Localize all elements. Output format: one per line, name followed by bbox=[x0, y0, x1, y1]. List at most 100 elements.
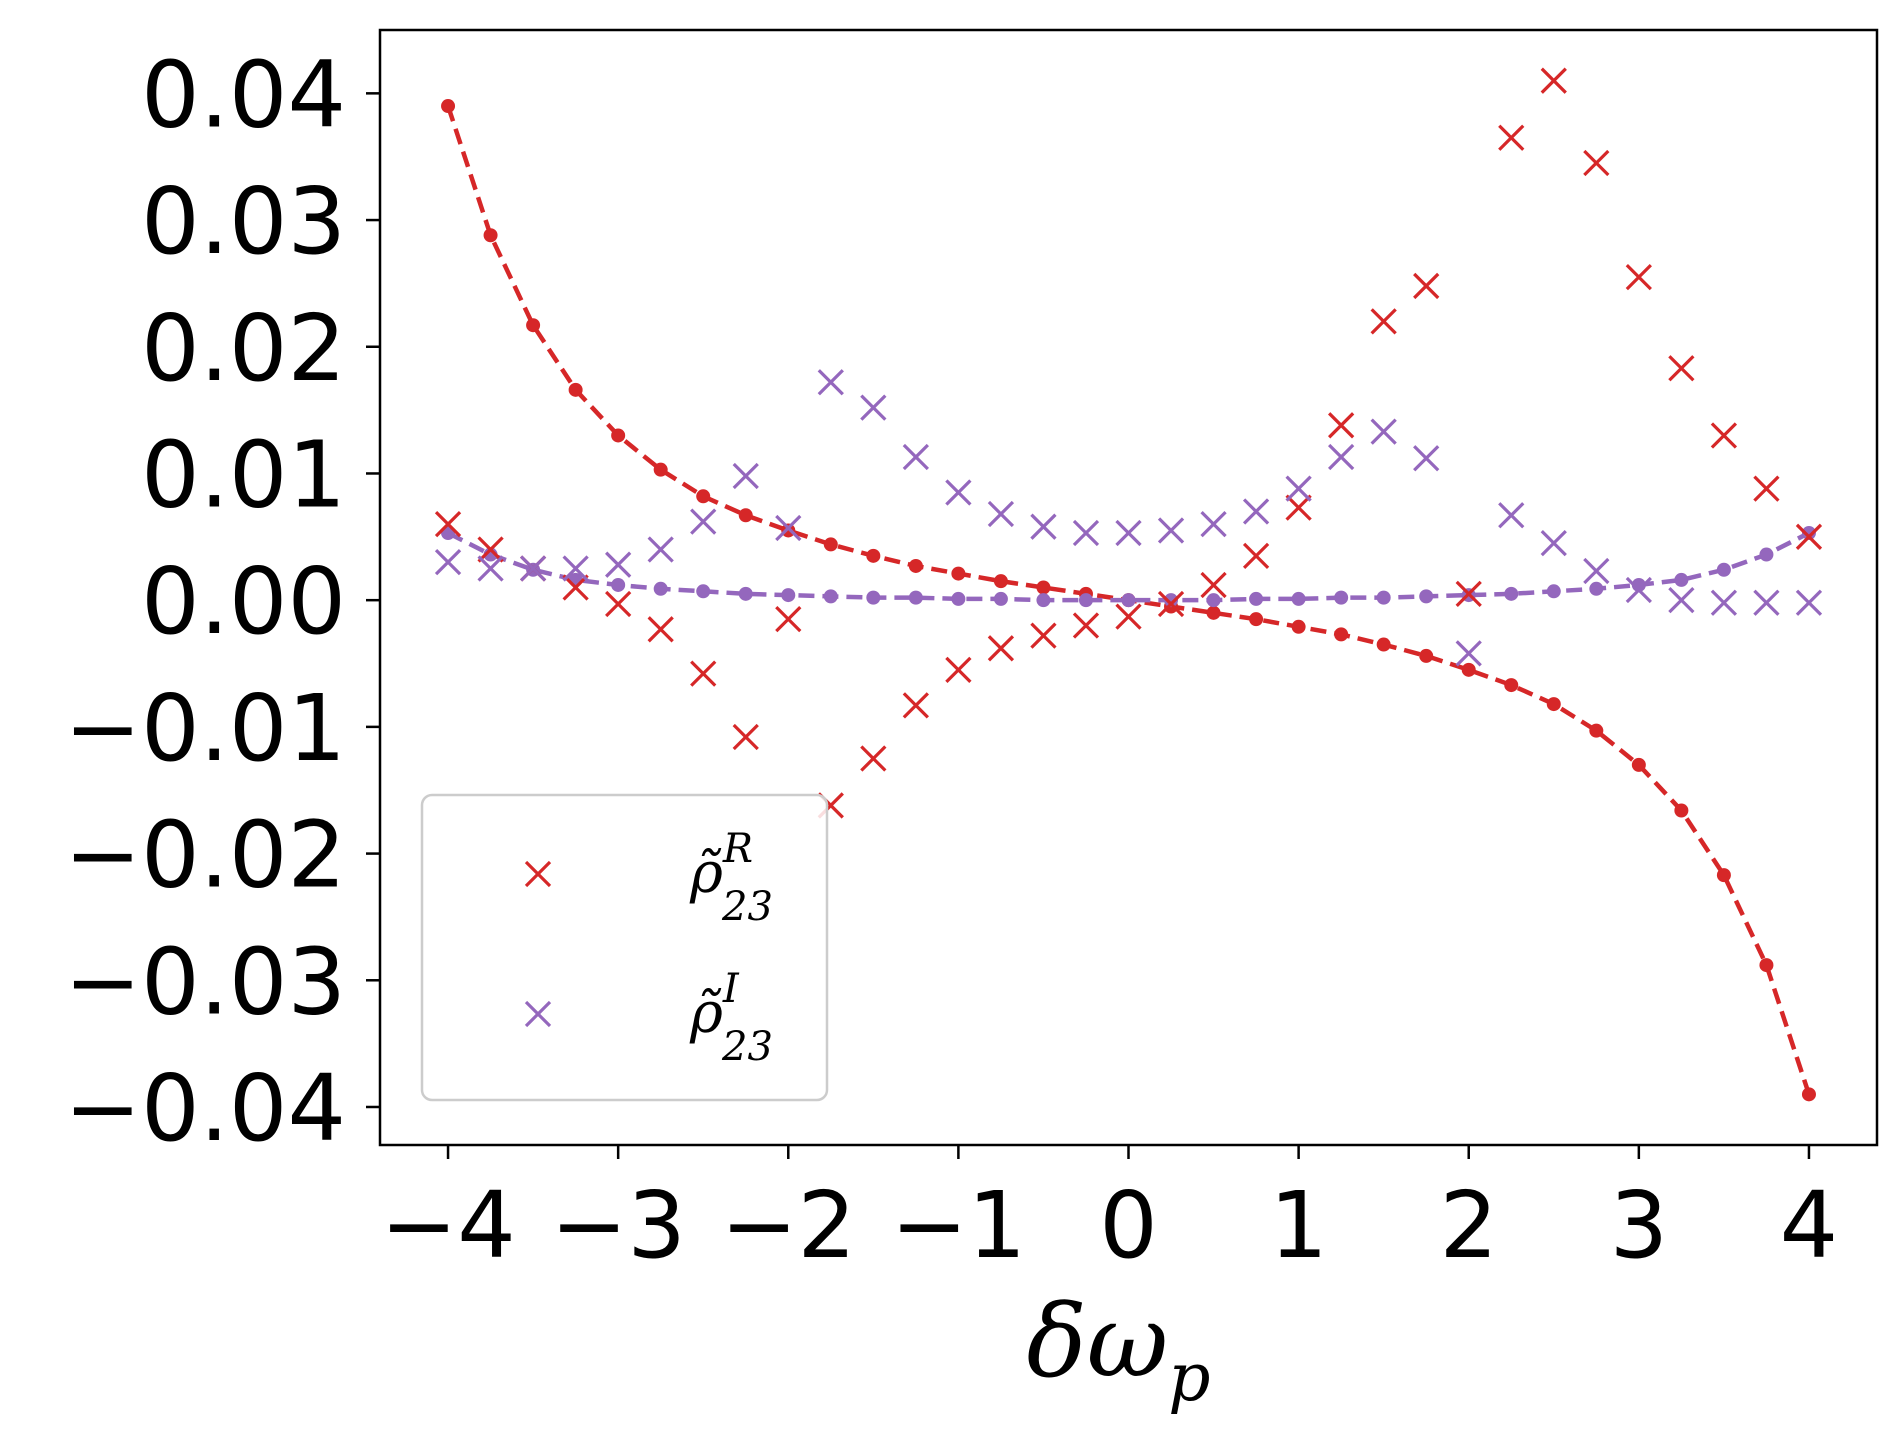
marker-stroke bbox=[434, 511, 462, 538]
real-point bbox=[1455, 580, 1482, 607]
marker-stroke bbox=[519, 555, 547, 582]
marker-stroke bbox=[817, 369, 844, 396]
real-point bbox=[1200, 571, 1227, 599]
imag-point bbox=[817, 369, 844, 396]
real-point bbox=[1413, 272, 1440, 300]
x-tick-label: 3 bbox=[1610, 1172, 1669, 1279]
marker-stroke bbox=[1753, 475, 1780, 502]
marker-stroke bbox=[1030, 513, 1057, 540]
marker-stroke bbox=[477, 536, 504, 563]
marker-stroke bbox=[1455, 640, 1482, 667]
real-point bbox=[434, 511, 462, 538]
marker-stroke bbox=[1072, 519, 1100, 547]
marker-stroke bbox=[524, 1000, 552, 1028]
legend-label-sup: R bbox=[722, 826, 753, 872]
real-fit-dot bbox=[653, 462, 668, 477]
imag-point bbox=[690, 508, 717, 535]
legend-label-base: ρ̃ bbox=[689, 981, 723, 1046]
real-point bbox=[1328, 412, 1355, 439]
real-fit-dot bbox=[951, 566, 966, 581]
marker-stroke bbox=[1668, 355, 1695, 382]
imag-fit-dot bbox=[611, 577, 626, 592]
real-fit-dot bbox=[1206, 605, 1221, 620]
real-point bbox=[1710, 422, 1738, 449]
real-point bbox=[605, 590, 632, 618]
imag-fit-dot bbox=[823, 589, 838, 604]
marker-stroke bbox=[1030, 622, 1057, 649]
legend-marker bbox=[524, 860, 552, 888]
imag-fit-dot bbox=[993, 591, 1008, 606]
marker-stroke bbox=[1795, 523, 1823, 550]
legend: ρ̃R 23ρ̃I 23 bbox=[420, 793, 829, 1102]
imag-point bbox=[1370, 418, 1397, 445]
real-point bbox=[1030, 622, 1057, 649]
marker-stroke bbox=[1072, 612, 1100, 639]
imag-point bbox=[434, 549, 462, 576]
axes-ticks: −4 −3 −2 −1 0 1 2 3 40.040.030.020.010.00−0.01−0… bbox=[64, 41, 1838, 1279]
real-point bbox=[1668, 355, 1695, 382]
marker-stroke bbox=[1583, 557, 1610, 585]
imag-point bbox=[647, 536, 674, 563]
marker-stroke bbox=[1753, 589, 1780, 616]
real-fit-dot bbox=[1376, 637, 1391, 652]
imag-point bbox=[732, 462, 759, 490]
imag-fit-dot bbox=[1759, 547, 1774, 562]
y-tick-label: 0.00 bbox=[141, 548, 346, 655]
real-point bbox=[647, 616, 674, 643]
real-fit-dot bbox=[1504, 678, 1519, 693]
real-fit-dot bbox=[738, 508, 753, 523]
imag-fit-dot bbox=[1716, 562, 1731, 577]
imag-point bbox=[1328, 443, 1355, 471]
marker-stroke bbox=[987, 500, 1015, 528]
x-axis-label-main: δω bbox=[1027, 1283, 1169, 1400]
real-point bbox=[1115, 603, 1142, 630]
real-point bbox=[1072, 612, 1100, 639]
legend-label-base: ρ̃ bbox=[689, 841, 723, 906]
real-point bbox=[1242, 542, 1270, 569]
imag-fit-dot bbox=[1674, 572, 1689, 587]
imag-fit-dot bbox=[1206, 593, 1221, 608]
real-fit-dot bbox=[1249, 612, 1264, 627]
marker-stroke bbox=[1498, 124, 1525, 151]
imag-point bbox=[1668, 587, 1695, 614]
marker-stroke bbox=[562, 555, 589, 582]
marker-stroke bbox=[1200, 511, 1227, 538]
marker-stroke bbox=[605, 590, 632, 618]
imag-fit-dot bbox=[1078, 593, 1093, 608]
real-point bbox=[1795, 523, 1823, 550]
imag-point bbox=[519, 555, 547, 582]
real-point bbox=[902, 692, 929, 719]
real-fit-dot bbox=[1801, 1087, 1816, 1102]
real-point bbox=[477, 536, 504, 563]
real-fit-dot bbox=[611, 428, 626, 443]
marker-stroke bbox=[605, 551, 632, 578]
marker-stroke bbox=[1328, 412, 1355, 439]
marker-stroke bbox=[1413, 272, 1440, 300]
imag-point bbox=[1030, 513, 1057, 540]
real-point bbox=[945, 656, 972, 683]
marker-stroke bbox=[732, 723, 759, 751]
y-tick-label: −0.03 bbox=[64, 928, 346, 1035]
y-tick-label: −0.02 bbox=[64, 802, 346, 909]
marker-stroke bbox=[1370, 308, 1397, 335]
real-fit-dot bbox=[526, 318, 541, 333]
x-tick-label: −2 bbox=[720, 1172, 856, 1279]
imag-fit-dot bbox=[1164, 593, 1179, 608]
real-point bbox=[1583, 149, 1610, 177]
legend-label-sup: I bbox=[722, 966, 740, 1012]
real-fit-dot bbox=[781, 523, 796, 538]
y-tick-label: 0.03 bbox=[141, 168, 346, 275]
real-fit-dot bbox=[568, 382, 583, 397]
y-tick-label: 0.01 bbox=[141, 421, 346, 528]
x-tick-label: 2 bbox=[1439, 1172, 1498, 1279]
x-axis-label-sub: p bbox=[1168, 1339, 1210, 1416]
marker-stroke bbox=[1242, 542, 1270, 569]
marker-stroke bbox=[1710, 422, 1738, 449]
marker-stroke bbox=[1115, 519, 1142, 547]
marker-stroke bbox=[1413, 445, 1440, 472]
marker-stroke bbox=[775, 514, 802, 542]
imag-point bbox=[987, 500, 1015, 528]
real-point bbox=[1540, 67, 1567, 94]
real-fit-dot bbox=[823, 537, 838, 552]
real-point bbox=[1285, 494, 1312, 521]
